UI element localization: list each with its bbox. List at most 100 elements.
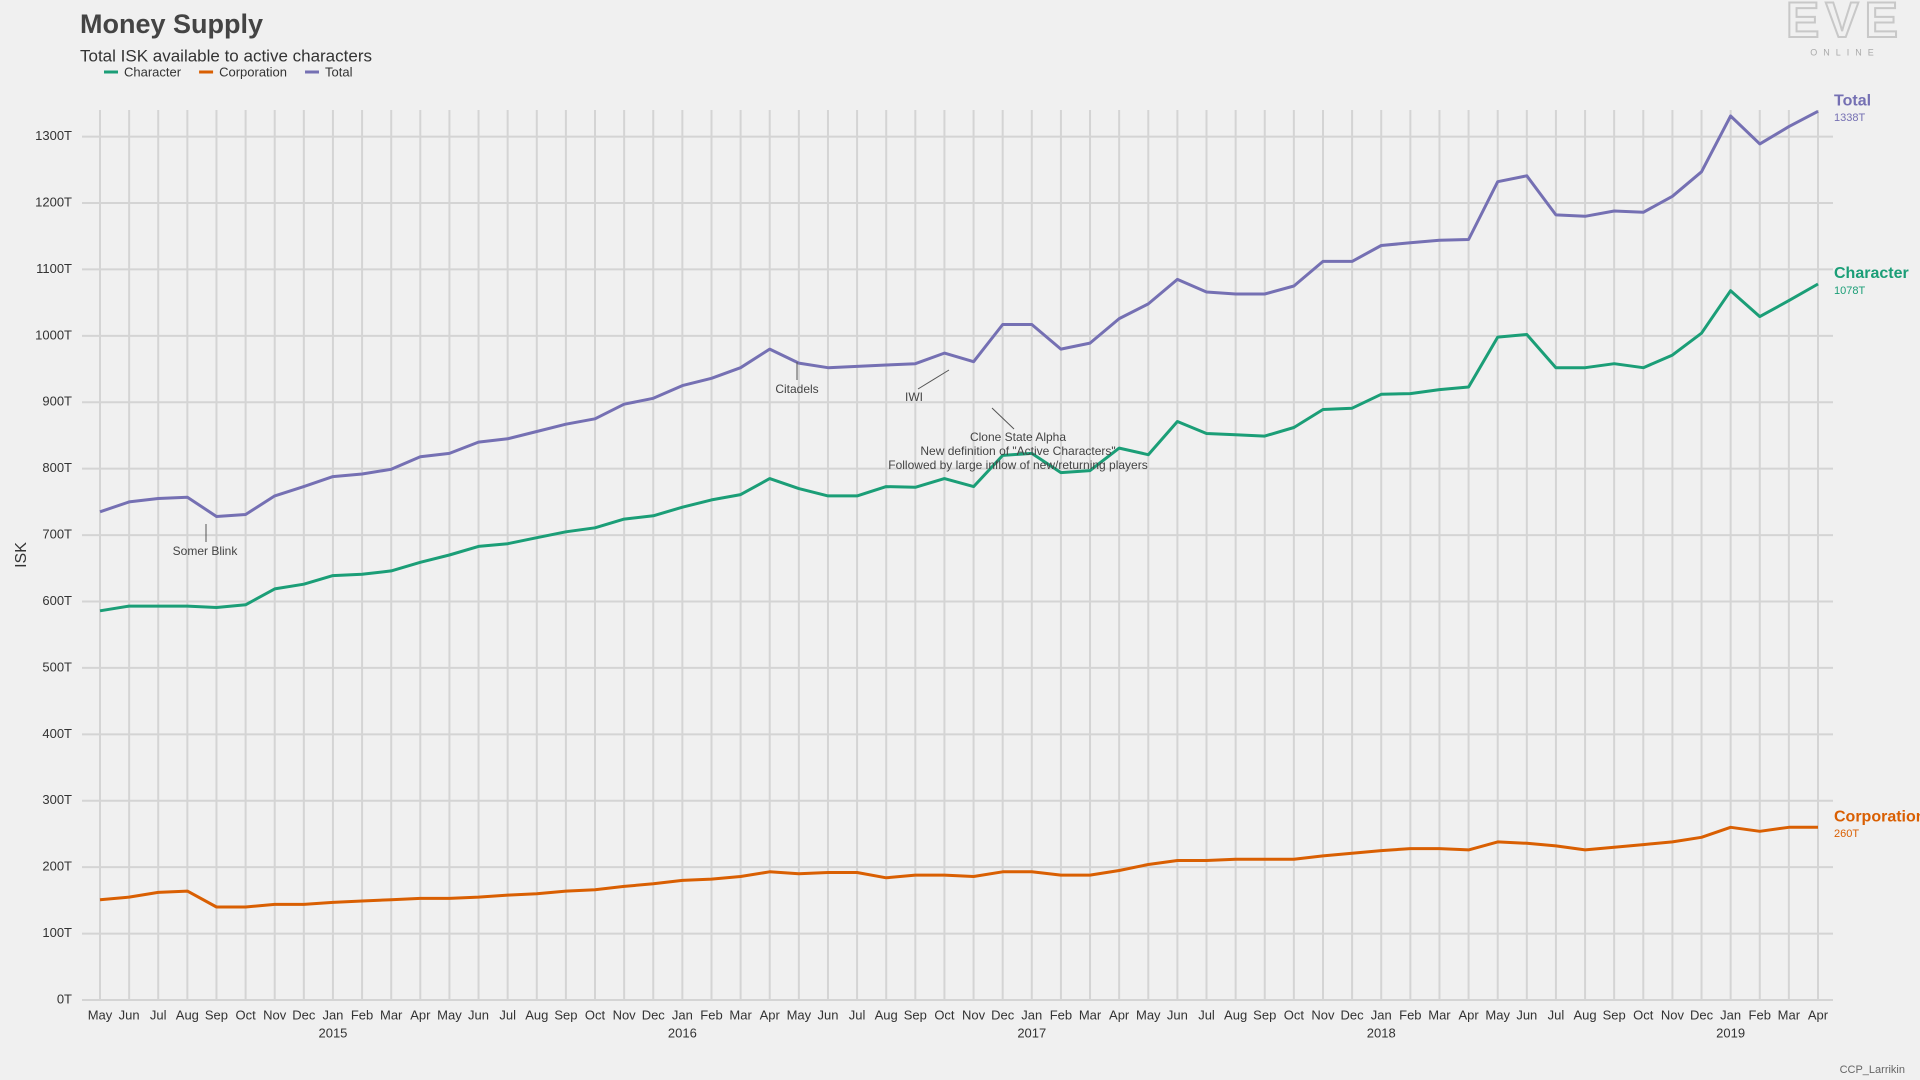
x-tick-label: Nov: [1311, 1007, 1335, 1022]
x-tick-label: Feb: [1050, 1007, 1072, 1022]
x-tick-label: Feb: [1399, 1007, 1421, 1022]
annotation: Citadels: [775, 382, 818, 396]
x-tick-label: May: [787, 1007, 812, 1022]
x-tick-label: May: [437, 1007, 462, 1022]
x-tick-label: Feb: [351, 1007, 373, 1022]
x-tick-label: Apr: [1458, 1007, 1479, 1022]
y-tick-label: 400T: [42, 726, 72, 741]
x-tick-label: Jun: [119, 1007, 140, 1022]
credit: CCP_Larrikin: [1840, 1064, 1905, 1076]
annotation: IWI: [905, 390, 923, 404]
x-tick-label: Jun: [817, 1007, 838, 1022]
end-label: Character: [1834, 265, 1909, 282]
chart-subtitle: Total ISK available to active characters: [80, 46, 372, 65]
x-tick-label: Feb: [1749, 1007, 1771, 1022]
x-tick-label: Apr: [1109, 1007, 1130, 1022]
annotation: Clone State Alpha: [970, 430, 1066, 444]
x-tick-label: Mar: [729, 1007, 752, 1022]
x-tick-label: Aug: [875, 1007, 898, 1022]
x-tick-label: Mar: [1079, 1007, 1102, 1022]
x-tick-label: May: [88, 1007, 113, 1022]
x-tick-label: Oct: [235, 1007, 256, 1022]
x-tick-label: May: [1136, 1007, 1161, 1022]
x-tick-label: Mar: [380, 1007, 403, 1022]
legend-label: Total: [325, 64, 353, 79]
year-label: 2016: [668, 1025, 697, 1040]
x-tick-label: Apr: [1808, 1007, 1829, 1022]
x-tick-label: Jan: [1371, 1007, 1392, 1022]
x-tick-label: Sep: [1253, 1007, 1276, 1022]
y-tick-label: 600T: [42, 593, 72, 608]
x-tick-label: Dec: [1341, 1007, 1365, 1022]
year-label: 2017: [1017, 1025, 1046, 1040]
x-tick-label: Jan: [672, 1007, 693, 1022]
x-tick-label: Oct: [585, 1007, 606, 1022]
y-tick-label: 700T: [42, 527, 72, 542]
x-tick-label: Dec: [642, 1007, 666, 1022]
series-line: [99, 282, 1819, 613]
y-tick-label: 100T: [42, 925, 72, 940]
end-value-label: 260T: [1834, 828, 1859, 840]
y-tick-label: 800T: [42, 460, 72, 475]
x-tick-label: Aug: [176, 1007, 199, 1022]
x-tick-label: May: [1485, 1007, 1510, 1022]
annotation-pointer: [991, 407, 1015, 430]
y-tick-label: 300T: [42, 792, 72, 807]
y-tick-label: 500T: [42, 659, 72, 674]
end-value-label: 1078T: [1834, 285, 1865, 297]
annotation-pointer: [917, 369, 950, 390]
x-tick-label: Jan: [322, 1007, 343, 1022]
x-tick-label: Sep: [554, 1007, 577, 1022]
legend-label: Character: [124, 64, 182, 79]
series-line: [99, 825, 1818, 909]
x-tick-label: Jun: [1167, 1007, 1188, 1022]
x-tick-label: Nov: [263, 1007, 287, 1022]
x-tick-label: Oct: [1633, 1007, 1654, 1022]
x-tick-label: Sep: [904, 1007, 927, 1022]
annotation: Somer Blink: [173, 544, 239, 558]
x-tick-label: Feb: [700, 1007, 722, 1022]
x-tick-label: Mar: [1778, 1007, 1801, 1022]
x-tick-label: Dec: [991, 1007, 1015, 1022]
x-tick-label: Jul: [1548, 1007, 1565, 1022]
chart-title: Money Supply: [80, 9, 263, 39]
x-tick-label: Sep: [205, 1007, 228, 1022]
x-tick-label: Dec: [1690, 1007, 1714, 1022]
x-tick-label: Sep: [1603, 1007, 1626, 1022]
x-tick-label: Jan: [1720, 1007, 1741, 1022]
y-tick-label: 200T: [42, 859, 72, 874]
year-label: 2018: [1367, 1025, 1396, 1040]
x-tick-label: Apr: [760, 1007, 781, 1022]
annotation: Followed by large inflow of new/returnin…: [888, 458, 1147, 472]
x-tick-label: Jul: [1198, 1007, 1215, 1022]
y-tick-label: 900T: [42, 394, 72, 409]
logo-subtext: ONLINE: [1810, 47, 1880, 57]
annotation: New definition of "Active Characters": [920, 444, 1115, 458]
x-tick-label: Nov: [962, 1007, 986, 1022]
y-axis-label: ISK: [13, 542, 30, 568]
y-tick-label: 1000T: [35, 327, 72, 342]
x-tick-label: Mar: [1428, 1007, 1451, 1022]
year-label: 2015: [318, 1025, 347, 1040]
x-tick-label: Oct: [934, 1007, 955, 1022]
x-tick-label: Aug: [525, 1007, 548, 1022]
year-label: 2019: [1716, 1025, 1745, 1040]
x-tick-label: Jun: [1516, 1007, 1537, 1022]
end-label: Total: [1834, 93, 1871, 110]
x-tick-label: Jun: [468, 1007, 489, 1022]
end-label: Corporation: [1834, 809, 1920, 826]
logo: EVE: [1786, 0, 1904, 48]
series-line: [99, 109, 1819, 518]
y-tick-label: 0T: [57, 991, 72, 1006]
x-tick-label: Apr: [410, 1007, 431, 1022]
x-tick-label: Jul: [150, 1007, 167, 1022]
x-tick-label: Jul: [499, 1007, 516, 1022]
end-value-label: 1338T: [1834, 112, 1865, 124]
x-tick-label: Oct: [1284, 1007, 1305, 1022]
x-tick-label: Dec: [292, 1007, 316, 1022]
legend-label: Corporation: [219, 64, 287, 79]
x-tick-label: Aug: [1224, 1007, 1247, 1022]
y-tick-label: 1200T: [35, 194, 72, 209]
